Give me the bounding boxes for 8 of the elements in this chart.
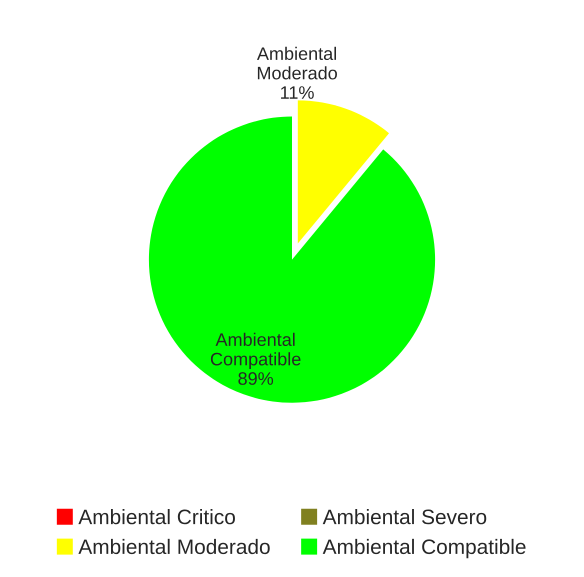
legend-label: Ambiental Severo	[322, 508, 486, 524]
data-label: 89%	[238, 372, 274, 385]
legend-label: Ambiental Critico	[78, 508, 235, 524]
legend-label: Ambiental Moderado	[78, 538, 270, 554]
data-label: 11%	[281, 86, 314, 99]
legend-label: Ambiental Compatible	[322, 538, 526, 558]
slice-label: Ambiental Moderado	[256, 46, 337, 80]
slice-label: Ambiental Compatible	[210, 332, 301, 370]
